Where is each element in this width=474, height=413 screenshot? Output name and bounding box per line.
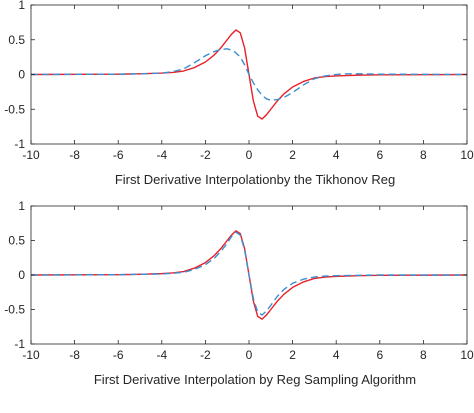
x-tick-label: -2 — [200, 348, 211, 362]
x-tick-label: 8 — [420, 348, 427, 362]
x-tick-label: 0 — [246, 148, 253, 162]
x-tick-label: -10 — [22, 348, 40, 362]
y-tick-label: 1 — [18, 199, 25, 213]
y-tick-label: 0.5 — [8, 33, 25, 47]
x-tick-label: -6 — [113, 148, 124, 162]
x-tick-label: 6 — [376, 148, 383, 162]
x-tick-label: 0 — [246, 348, 253, 362]
x-tick-label: -4 — [156, 148, 167, 162]
x-tick-label: 6 — [376, 348, 383, 362]
x-tick-label: -4 — [156, 348, 167, 362]
x-axis-label: First Derivative Interpolationby the Tik… — [115, 172, 395, 187]
y-tick-label: -1 — [14, 137, 25, 151]
x-tick-label: 4 — [333, 348, 340, 362]
x-tick-label: -2 — [200, 148, 211, 162]
x-tick-label: -10 — [22, 148, 40, 162]
x-tick-label: 4 — [333, 148, 340, 162]
x-tick-label: 2 — [289, 348, 296, 362]
y-tick-label: -0.5 — [4, 102, 25, 116]
series-group — [31, 230, 467, 320]
series-group — [31, 29, 467, 120]
x-tick-label: -6 — [113, 348, 124, 362]
x-tick-label: -8 — [69, 348, 80, 362]
x-tick-label: 10 — [460, 348, 474, 362]
x-tick-label: -8 — [69, 148, 80, 162]
y-tick-label: 0.5 — [8, 234, 25, 248]
y-tick-label: -1 — [14, 337, 25, 351]
x-tick-label: 10 — [460, 148, 474, 162]
series-line-2 — [31, 48, 467, 101]
x-tick-label: 8 — [420, 148, 427, 162]
subplot-2: -10 -8 -6 -4 -2 0 2 4 6 8 10 -1 -0.5 0 0.5 1 First Deriv… — [4, 199, 474, 387]
subplot-1: -10 -8 -6 -4 -2 0 2 4 6 8 10 -1 -0.5 0 0.5 1 First Deriv… — [4, 0, 474, 187]
x-axis-label: First Derivative Interpolation by Reg Sa… — [94, 372, 416, 387]
y-tick-label: 0 — [18, 68, 25, 82]
y-tick-label: -0.5 — [4, 303, 25, 317]
x-tick-label: 2 — [289, 148, 296, 162]
series-line-2 — [31, 231, 467, 316]
y-tick-label: 0 — [18, 268, 25, 282]
y-tick-label: 1 — [18, 0, 25, 12]
